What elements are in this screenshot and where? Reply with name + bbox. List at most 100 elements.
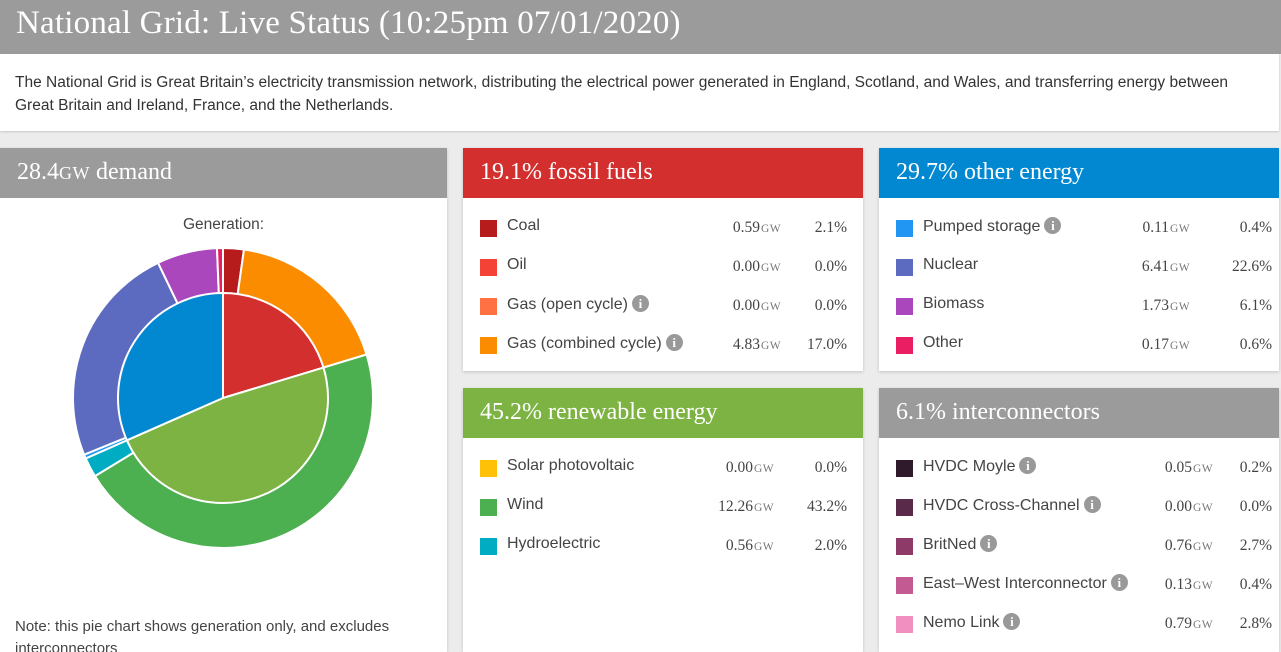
color-swatch [896, 460, 913, 477]
renewable-card: 45.2% renewable energy Solar photovoltaic… [463, 388, 863, 652]
source-label-wrap: Solar photovoltaic [507, 457, 634, 475]
source-row-gas-combined-cycle: Gas (combined cycle) i 4.83GW 17.0% [463, 326, 863, 365]
pie-title: Generation: [183, 216, 264, 233]
source-gw: 0.11GW [1142, 219, 1190, 237]
source-label-wrap: BritNed i [923, 535, 998, 554]
source-row-nemo-link: Nemo Link i 0.79GW 2.8% [879, 605, 1279, 644]
color-swatch [480, 538, 497, 555]
info-icon[interactable]: i [631, 295, 649, 312]
inner-slice-fossil-fuels[interactable] [222, 291, 325, 400]
info-icon[interactable]: i [980, 535, 998, 552]
gw-unit: GW [754, 541, 774, 553]
source-label-wrap: Coal [507, 217, 540, 235]
gw-value: 4.83 [732, 336, 761, 353]
color-swatch [896, 259, 913, 276]
gw-unit: GW [1170, 301, 1190, 313]
gw-unit: GW [754, 502, 774, 514]
interconnectors-card-header: 6.1% interconnectors [879, 388, 1279, 438]
gw-value: 6.41 [1141, 258, 1170, 275]
pie-note: Note: this pie chart shows generation on… [15, 618, 390, 652]
source-label-wrap: HVDC Moyle i [923, 457, 1037, 476]
generation-pie-chart [72, 246, 374, 549]
source-gw: 0.00GW [1165, 498, 1213, 516]
color-swatch [896, 538, 913, 555]
color-swatch [896, 577, 913, 594]
source-percent: 0.6% [1239, 336, 1272, 353]
gw-value: 0.59 [732, 219, 761, 236]
gw-value: 0.13 [1164, 576, 1193, 593]
color-swatch [480, 460, 497, 477]
source-gw: 0.79GW [1165, 615, 1213, 633]
gw-unit: GW [1193, 463, 1213, 475]
source-percent: 17.0% [806, 336, 847, 353]
other-card-header: 29.7% other energy [879, 148, 1279, 198]
source-label: Nuclear [923, 256, 979, 273]
source-row-hvdc-cross-channel: HVDC Cross-Channel i 0.00GW 0.0% [879, 488, 1279, 527]
gw-value: 0.79 [1164, 615, 1193, 632]
page-title: National Grid: Live Status (10:25pm 07/0… [16, 5, 681, 41]
source-percent: 43.2% [806, 498, 847, 515]
color-swatch [480, 298, 497, 315]
source-percent: 0.0% [1239, 498, 1272, 515]
info-icon[interactable]: i [1003, 613, 1021, 630]
source-label: Solar photovoltaic [507, 457, 635, 474]
source-gw: 0.13GW [1165, 576, 1213, 594]
intro-text: The National Grid is Great Britain’s ele… [15, 74, 1229, 114]
page-header: National Grid: Live Status (10:25pm 07/0… [0, 0, 1281, 54]
gw-value: 1.73 [1141, 297, 1170, 314]
generation-pie-area: Generation: Note: this pie chart shows g… [0, 198, 447, 652]
gw-value: 0.11 [1142, 219, 1170, 236]
source-label-wrap: Biomass [923, 295, 984, 313]
gw-unit: GW [761, 262, 781, 274]
source-row-gas-open-cycle: Gas (open cycle) i 0.00GW 0.0% [463, 287, 863, 326]
source-gw: 4.83GW [733, 336, 781, 354]
info-icon[interactable]: i [1110, 574, 1128, 591]
source-percent: 0.2% [1239, 459, 1272, 476]
source-percent: 0.0% [814, 258, 847, 275]
gw-unit: GW [1193, 541, 1213, 553]
source-row-pumped-storage: Pumped storage i 0.11GW 0.4% [879, 209, 1279, 248]
gw-value: 0.56 [725, 537, 754, 554]
source-gw: 0.00GW [733, 297, 781, 315]
gw-value: 0.00 [732, 258, 761, 275]
demand-card: 28.4GW demand Generation: Note: this pie… [0, 148, 447, 652]
source-row-other: Other 0.17GW 0.6% [879, 326, 1279, 365]
other-energy-card: 29.7% other energy Pumped storage i 0.11GW 0… [879, 148, 1279, 371]
source-label-wrap: East–West Interconnector i [923, 574, 1128, 593]
fossil-card-header: 19.1% fossil fuels [463, 148, 863, 198]
source-label: Gas (combined cycle) [507, 335, 662, 352]
source-gw: 6.41GW [1142, 258, 1190, 276]
source-gw: 0.05GW [1165, 459, 1213, 477]
source-percent: 0.4% [1239, 576, 1272, 593]
source-label-wrap: Nuclear [923, 256, 978, 274]
info-icon[interactable]: i [1019, 457, 1037, 474]
info-icon[interactable]: i [1083, 496, 1101, 513]
source-gw: 12.26GW [718, 498, 774, 516]
source-row-coal: Coal 0.59GW 2.1% [463, 209, 863, 248]
gw-unit: GW [1193, 619, 1213, 631]
source-row-solar-photovoltaic: Solar photovoltaic 0.00GW 0.0% [463, 449, 863, 488]
source-row-oil: Oil 0.00GW 0.0% [463, 248, 863, 287]
source-label: Coal [507, 217, 540, 234]
color-swatch [480, 337, 497, 354]
gw-unit: GW [1193, 502, 1213, 514]
gw-value: 0.00 [725, 459, 754, 476]
inner-slice-other-energy[interactable] [117, 291, 224, 442]
source-percent: 2.8% [1239, 615, 1272, 632]
source-percent: 22.6% [1231, 258, 1272, 275]
source-label-wrap: Oil [507, 256, 527, 274]
inner-slice-renewable-energy[interactable] [125, 366, 329, 504]
renewable-title: 45.2% renewable energy [480, 399, 718, 425]
gw-unit: GW [1170, 340, 1190, 352]
fossil-card: 19.1% fossil fuels Coal 0.59GW 2.1% Oil 0.00G… [463, 148, 863, 371]
source-gw: 0.00GW [733, 258, 781, 276]
info-icon[interactable]: i [665, 334, 683, 351]
source-label: Biomass [923, 295, 985, 312]
info-icon[interactable]: i [1044, 217, 1062, 234]
source-gw: 0.76GW [1165, 537, 1213, 555]
source-label: BritNed [923, 536, 977, 553]
source-gw: 0.00GW [726, 459, 774, 477]
source-label-wrap: Gas (open cycle) i [507, 295, 649, 314]
gw-value: 0.17 [1141, 336, 1170, 353]
source-label-wrap: Gas (combined cycle) i [507, 334, 683, 353]
